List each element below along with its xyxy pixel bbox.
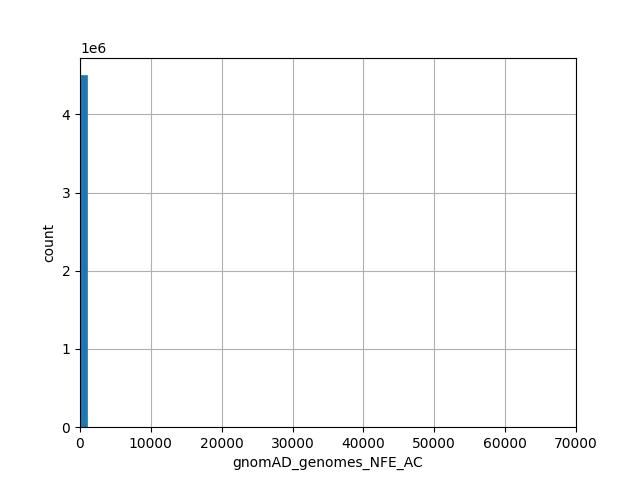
Y-axis label: count: count [42,223,56,262]
X-axis label: gnomAD_genomes_NFE_AC: gnomAD_genomes_NFE_AC [232,456,424,470]
Bar [80,75,87,427]
